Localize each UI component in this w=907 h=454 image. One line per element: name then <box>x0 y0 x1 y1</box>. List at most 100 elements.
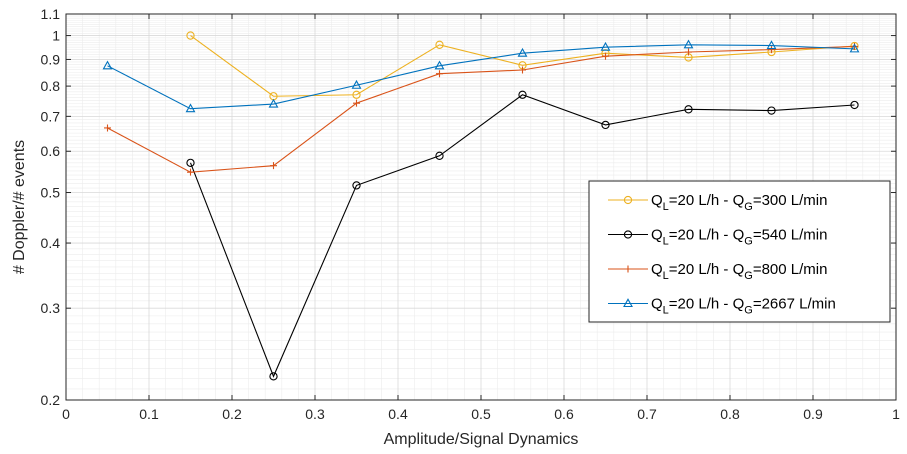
data-point <box>102 60 113 70</box>
series-line <box>107 44 855 110</box>
x-tick-label: 0.8 <box>720 406 740 422</box>
data-point <box>683 39 694 49</box>
data-point <box>684 105 693 114</box>
x-tick-label: 0.5 <box>471 406 491 422</box>
data-point <box>269 372 278 381</box>
data-point <box>435 151 444 160</box>
legend-subscript: G <box>744 201 753 213</box>
legend-label: QL=20 L/h - QG=800 L/min <box>651 261 827 282</box>
legend-marker <box>623 195 633 205</box>
legend-text-part: =540 L/min <box>753 227 828 244</box>
y-tick-label: 1.1 <box>41 6 61 22</box>
data-point <box>187 168 194 176</box>
data-point <box>436 70 443 78</box>
legend-marker <box>623 298 633 308</box>
x-tick-label: 0.2 <box>222 406 242 422</box>
y-tick-label: 0.8 <box>41 78 61 94</box>
data-point <box>766 40 777 50</box>
x-tick-label: 0.9 <box>803 406 823 422</box>
legend-text-part: =800 L/min <box>753 261 828 278</box>
data-point <box>268 98 279 108</box>
series-3 <box>104 42 858 176</box>
x-tick-label: 0.3 <box>305 406 325 422</box>
legend-text-part: =20 L/h - Q <box>669 296 744 313</box>
legend-item: QL=20 L/h - QG=540 L/min <box>608 227 827 248</box>
data-point <box>186 31 195 40</box>
legend-text-part: Q <box>651 261 663 278</box>
data-point <box>353 99 360 107</box>
data-point <box>767 106 776 115</box>
legend-subscript: L <box>663 201 669 213</box>
data-point <box>351 79 362 89</box>
x-tick-label: 0.4 <box>388 406 408 422</box>
legend-label: QL=20 L/h - QG=2667 L/min <box>651 296 836 317</box>
axis-ticks <box>65 13 897 401</box>
series-line <box>190 35 855 97</box>
legend-subscript: L <box>663 236 669 248</box>
series-layer <box>102 31 860 381</box>
x-tick-label: 0.6 <box>554 406 574 422</box>
data-point <box>518 90 527 99</box>
legend-item: QL=20 L/h - QG=2667 L/min <box>608 296 836 317</box>
y-tick-label: 0.6 <box>41 143 61 159</box>
legend-text-part: =20 L/h - Q <box>669 192 744 209</box>
y-tick-label: 0.9 <box>41 51 61 67</box>
data-point <box>185 103 196 113</box>
y-axis-title: # Doppler/# events <box>11 140 28 274</box>
legend-subscript: L <box>663 270 669 282</box>
legend-box <box>588 180 891 323</box>
legend-subscript: G <box>744 236 753 248</box>
data-point <box>104 124 111 132</box>
data-point <box>601 120 610 130</box>
series-line <box>189 94 855 378</box>
data-point <box>850 100 859 110</box>
series-line <box>107 45 855 173</box>
data-point <box>685 48 692 56</box>
y-tick-label: 0.3 <box>41 300 61 316</box>
data-point <box>352 90 361 99</box>
y-tick-label: 0.4 <box>41 235 61 251</box>
legend-marker <box>624 265 632 273</box>
data-point <box>768 46 775 54</box>
tick-labels: 0 0.1 0.2 0.3 0.4 0.5 0.6 0.7 0.8 0.9 1 0.2 0.3 0.4 0.… <box>41 6 901 422</box>
data-point <box>602 52 609 60</box>
data-point <box>849 43 860 53</box>
legend-marker <box>623 230 633 239</box>
data-point <box>352 181 361 190</box>
legend-subscript: G <box>744 305 753 317</box>
x-tick-label: 0 <box>62 406 70 422</box>
x-tick-label: 0.1 <box>139 406 159 422</box>
data-point <box>519 66 526 74</box>
legend-label: QL=20 L/h - QG=540 L/min <box>651 227 827 248</box>
legend-subscript: G <box>744 270 753 282</box>
legend-text-part: =20 L/h - Q <box>669 261 744 278</box>
y-tick-label: 0.7 <box>41 108 61 124</box>
data-point <box>434 60 445 70</box>
legend-text-part: Q <box>651 192 663 209</box>
x-tick-label: 1 <box>892 406 900 422</box>
legend-item: QL=20 L/h - QG=300 L/min <box>608 192 827 213</box>
y-tick-label: 0.2 <box>41 392 61 408</box>
data-point <box>600 41 611 51</box>
data-point <box>435 40 444 49</box>
legend-label: QL=20 L/h - QG=300 L/min <box>651 192 827 213</box>
data-point <box>517 47 528 57</box>
series-2 <box>186 90 859 381</box>
legend-text-part: Q <box>651 296 663 313</box>
y-tick-label: 0.5 <box>41 185 61 201</box>
legend-subscript: L <box>663 305 669 317</box>
legend-text-part: Q <box>651 227 663 244</box>
x-tick-label: 0.7 <box>637 406 657 422</box>
series-4 <box>102 39 860 113</box>
y-tick-label: 1 <box>52 28 60 44</box>
legend-text-part: =2667 L/min <box>753 296 836 313</box>
data-point <box>270 162 277 170</box>
legend-item: QL=20 L/h - QG=800 L/min <box>608 261 827 282</box>
legend-text-part: =20 L/h - Q <box>669 227 744 244</box>
x-axis-title: Amplitude/Signal Dynamics <box>384 431 579 448</box>
series-1 <box>186 31 859 101</box>
legend-text-part: =300 L/min <box>753 192 828 209</box>
data-point <box>186 158 195 168</box>
